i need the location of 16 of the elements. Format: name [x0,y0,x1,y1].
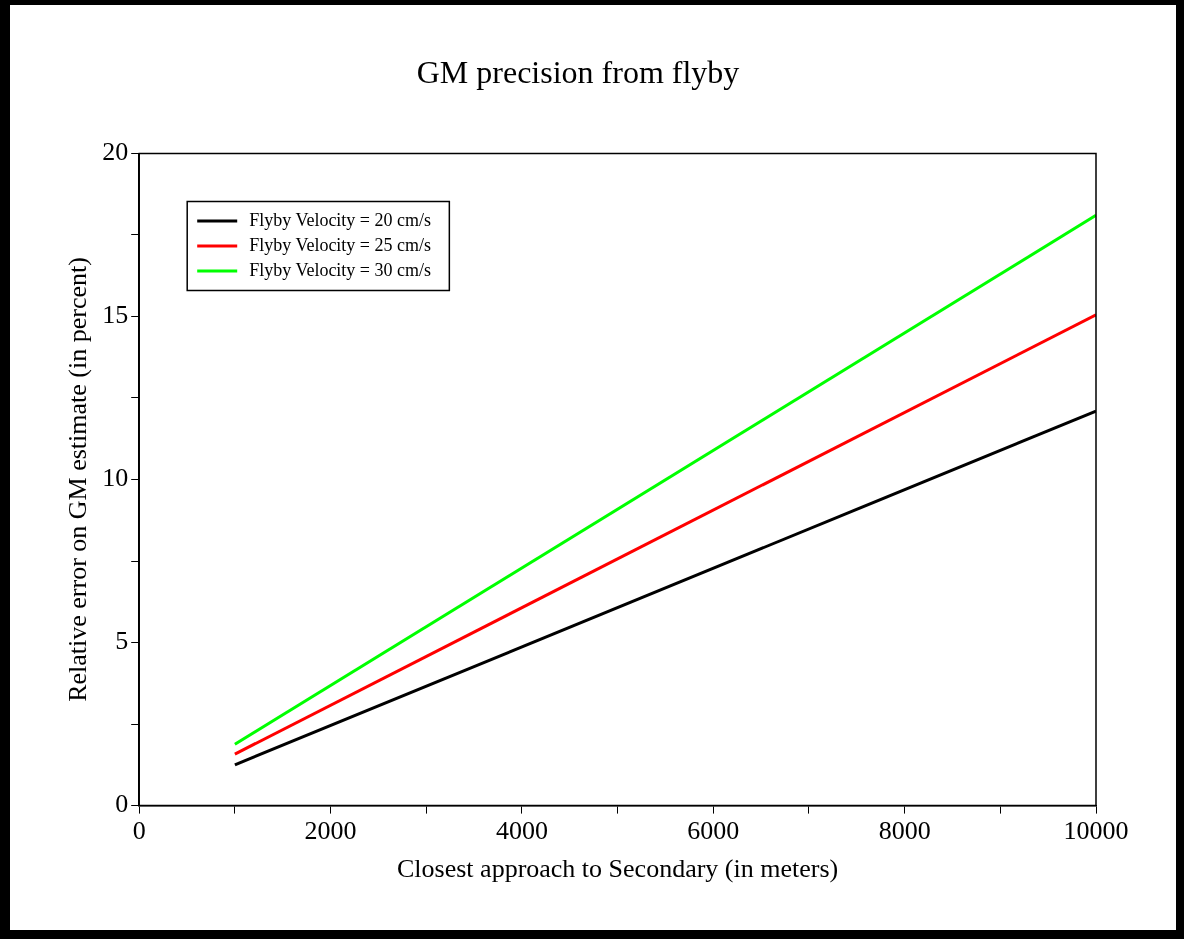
x-tick-label: 6000 [687,816,740,846]
x-tick-label: 10000 [1063,816,1129,846]
x-tick-label: 8000 [878,816,931,846]
legend-label: Flyby Velocity = 25 cm/s [249,234,432,255]
y-tick-label: 20 [102,137,129,167]
legend-label: Flyby Velocity = 20 cm/s [249,209,432,230]
y-tick-label: 10 [102,463,129,493]
y-axis-title: Relative error on GM estimate (in percent) [63,257,93,702]
chart-title: GM precision from flyby [416,53,740,90]
legend-label: Flyby Velocity = 30 cm/s [249,259,432,280]
x-tick-label: 2000 [304,816,357,846]
y-tick-label: 5 [115,626,129,656]
x-tick-label: 4000 [495,816,548,846]
y-tick-label: 15 [102,300,129,330]
x-axis-title: Closest approach to Secondary (in meters) [397,854,839,884]
y-tick-label: 0 [115,789,129,819]
